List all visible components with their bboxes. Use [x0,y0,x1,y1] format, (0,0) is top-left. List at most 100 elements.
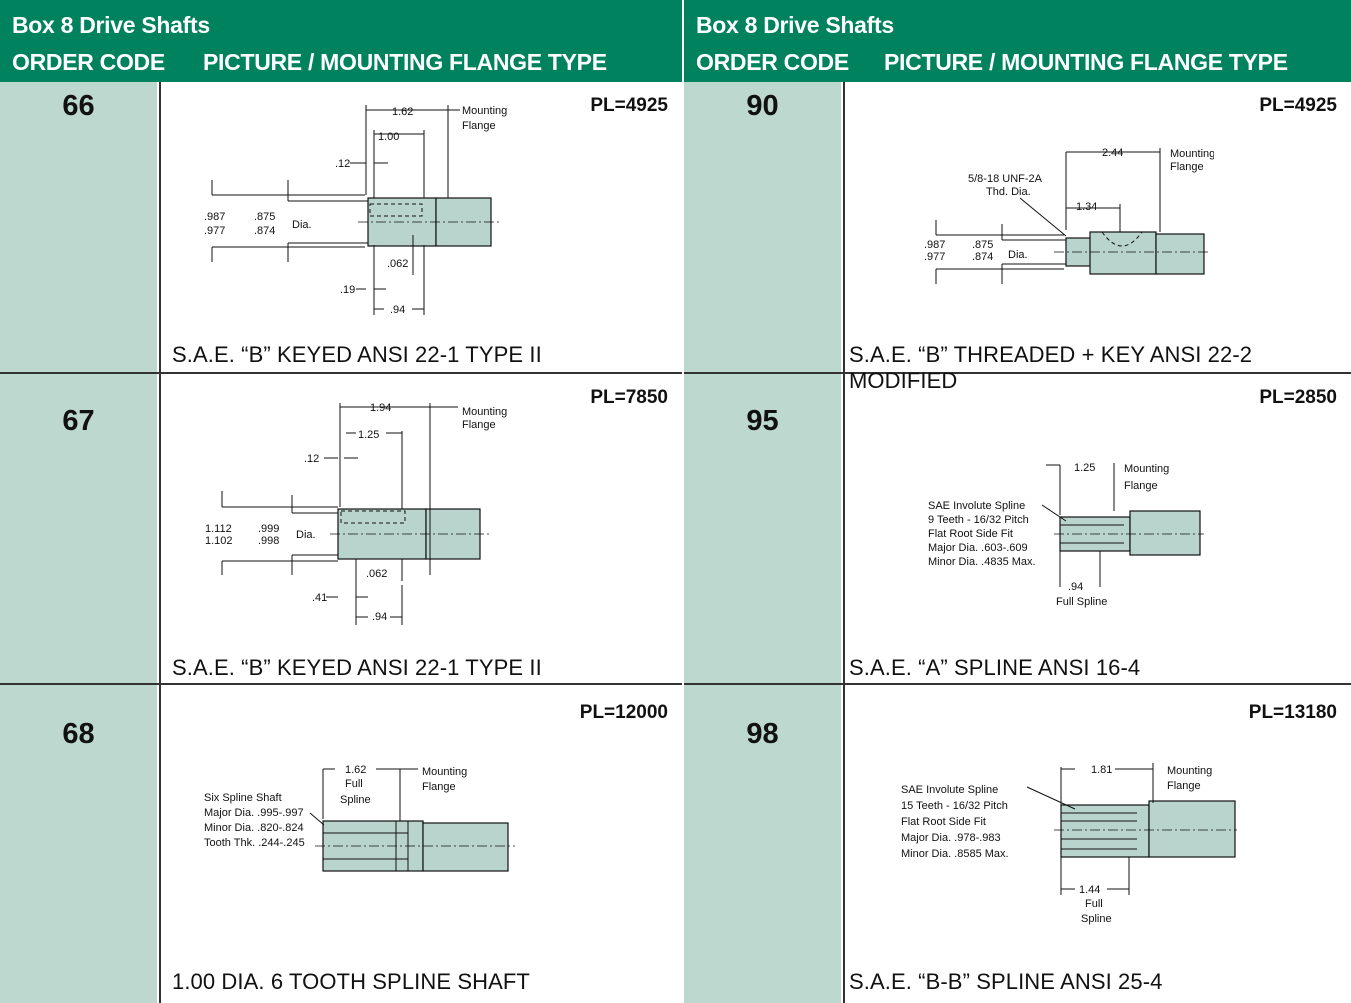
dimension-label: Dia. [292,219,312,231]
order-code: 67 [62,405,95,437]
dimension-label: .062 [387,258,408,270]
row-divider [0,683,682,685]
dimension-label: .875 [972,239,993,251]
dimension-label: .987 [924,239,945,251]
dimension-label: Mounting [1167,765,1212,777]
dimension-label: Minor Dia. .820-.824 [204,822,304,834]
dimension-label: .94 [372,611,387,623]
dimension-label: Major Dia. .603-.609 [928,542,1028,554]
dimension-label: Flat Root Side Fit [928,528,1013,540]
dimension-label: 9 Teeth - 16/32 Pitch [928,514,1029,526]
dimension-label: Major Dia. .995-.997 [204,807,304,819]
dimension-label: Mounting [462,406,507,418]
dimension-label: SAE Involute Spline [901,784,998,796]
dimension-label: 1.94 [370,402,391,414]
shaft-flange-section [1129,510,1201,556]
dimension-label: .874 [972,251,993,263]
dimension-label: 5/8-18 UNF-2A [968,173,1043,185]
shaft-flange-section [1155,233,1205,275]
panel-title: Box 8 Drive Shafts [696,12,894,38]
dimension-label: Spline [340,794,371,806]
dimension-label: Dia. [296,529,316,541]
dimension-label: Flange [1167,780,1201,792]
dimension-label: Full [1085,898,1103,910]
dimension-label: .987 [204,211,225,223]
dimension-label: Flange [1170,161,1204,173]
row-divider [684,372,1351,374]
spline-shaft-drawing: 1.25 Mounting Flange SAE Involute Spline… [928,462,1204,608]
dimension-label: 1.25 [358,429,379,441]
dimension-label: Mounting [422,766,467,778]
shaft-flange-section [422,822,509,872]
panel-header: Box 8 Drive Shafts ORDER CODE PICTURE / … [684,0,1351,82]
dimension-label: .998 [258,535,279,547]
dimension-label: Full Spline [1056,596,1107,608]
dimension-label: Flange [462,419,496,431]
dimension-label: Six Spline Shaft [204,792,282,804]
dimension-label: Flange [1124,480,1158,492]
keyed-shaft-drawing: 1.94 Mounting Flange 1.25 .12 1.112 1.10… [205,402,507,625]
row-divider [0,372,682,374]
shaft-caption: S.A.E. “B” THREADED + KEY ANSI 22-2 MODI… [849,342,1253,393]
row-divider [684,683,1351,685]
dimension-label: .12 [304,453,319,465]
order-code: 90 [746,90,779,122]
dimension-label: Mounting [1124,463,1169,475]
dimension-label: 1.00 [378,131,399,143]
keyed-shaft-drawing: 1.62 Mounting Flange 1.00 .12 .987 .977 … [204,105,507,316]
dimension-label: Thd. Dia. [986,186,1031,198]
dimension-label: Flat Root Side Fit [901,816,986,828]
panel-header: Box 8 Drive Shafts ORDER CODE PICTURE / … [0,0,682,82]
dimension-label: 1.81 [1091,764,1112,776]
spline-shaft-drawing: 1.62 Full Spline Mounting Flange Six Spl… [204,764,515,872]
dimension-label: Major Dia. .978-.983 [901,832,1001,844]
dimension-label: 2.44 [1102,147,1123,159]
dimension-label: .977 [924,251,945,263]
dimension-label: .12 [335,158,350,170]
order-code: 66 [62,90,95,122]
dimension-label: .94 [390,304,405,316]
dimension-label: .41 [312,592,327,604]
order-code: 68 [62,718,95,750]
shaft-caption: S.A.E. “B-B” SPLINE ANSI 25-4 [849,969,1163,994]
dimension-label: .94 [1068,581,1083,593]
dimension-label: Flange [422,781,456,793]
dimension-label: 1.112 [205,523,232,535]
picture-header: PICTURE / MOUNTING FLANGE TYPE [884,49,1288,75]
dimension-label: Tooth Thk. .244-.245 [204,837,305,849]
pl-value: PL=4925 [1259,95,1337,116]
dimension-label: Mounting [462,105,507,117]
dimension-label: 1.62 [345,764,366,776]
dimension-label: .875 [254,211,275,223]
dimension-label: 1.25 [1074,462,1095,474]
order-code-column [0,82,157,1003]
pl-value: PL=7850 [590,387,668,408]
order-code-header: ORDER CODE [12,49,165,75]
dimension-label: .062 [366,568,387,580]
dimension-label: Minor Dia. .4835 Max. [928,556,1036,568]
shaft-caption: 1.00 DIA. 6 TOOTH SPLINE SHAFT [172,969,530,994]
shaft-body [1089,231,1157,275]
dimension-label: 1.62 [392,106,413,118]
pl-value: PL=4925 [590,95,668,116]
dimension-label: Flange [462,120,496,132]
pl-value: PL=13180 [1248,702,1337,723]
picture-header: PICTURE / MOUNTING FLANGE TYPE [203,49,607,75]
dimension-label: .977 [204,225,225,237]
dimension-label: 1.34 [1076,201,1097,213]
dimension-label: .874 [254,225,275,237]
spline-shaft-drawing: 1.81 Mounting Flange SAE Involute Spline… [901,763,1237,925]
left-panel: Box 8 Drive Shafts ORDER CODE PICTURE / … [0,0,682,1003]
dimension-label: Mounting [1170,148,1214,160]
dimension-label: Spline [1081,913,1112,925]
pl-value: PL=2850 [1259,387,1337,408]
dimension-label: Dia. [1008,249,1028,261]
shaft-spline [1060,804,1150,858]
shaft-caption: S.A.E. “B” KEYED ANSI 22-1 TYPE II [172,655,542,680]
dimension-label: SAE Involute Spline [928,500,1025,512]
dimension-label: Minor Dia. .8585 Max. [901,848,1009,860]
shaft-caption: S.A.E. “B” KEYED ANSI 22-1 TYPE II [172,342,542,367]
dimension-label: 15 Teeth - 16/32 Pitch [901,800,1008,812]
panel-divider [682,0,684,1003]
dimension-label: 1.102 [205,535,233,547]
